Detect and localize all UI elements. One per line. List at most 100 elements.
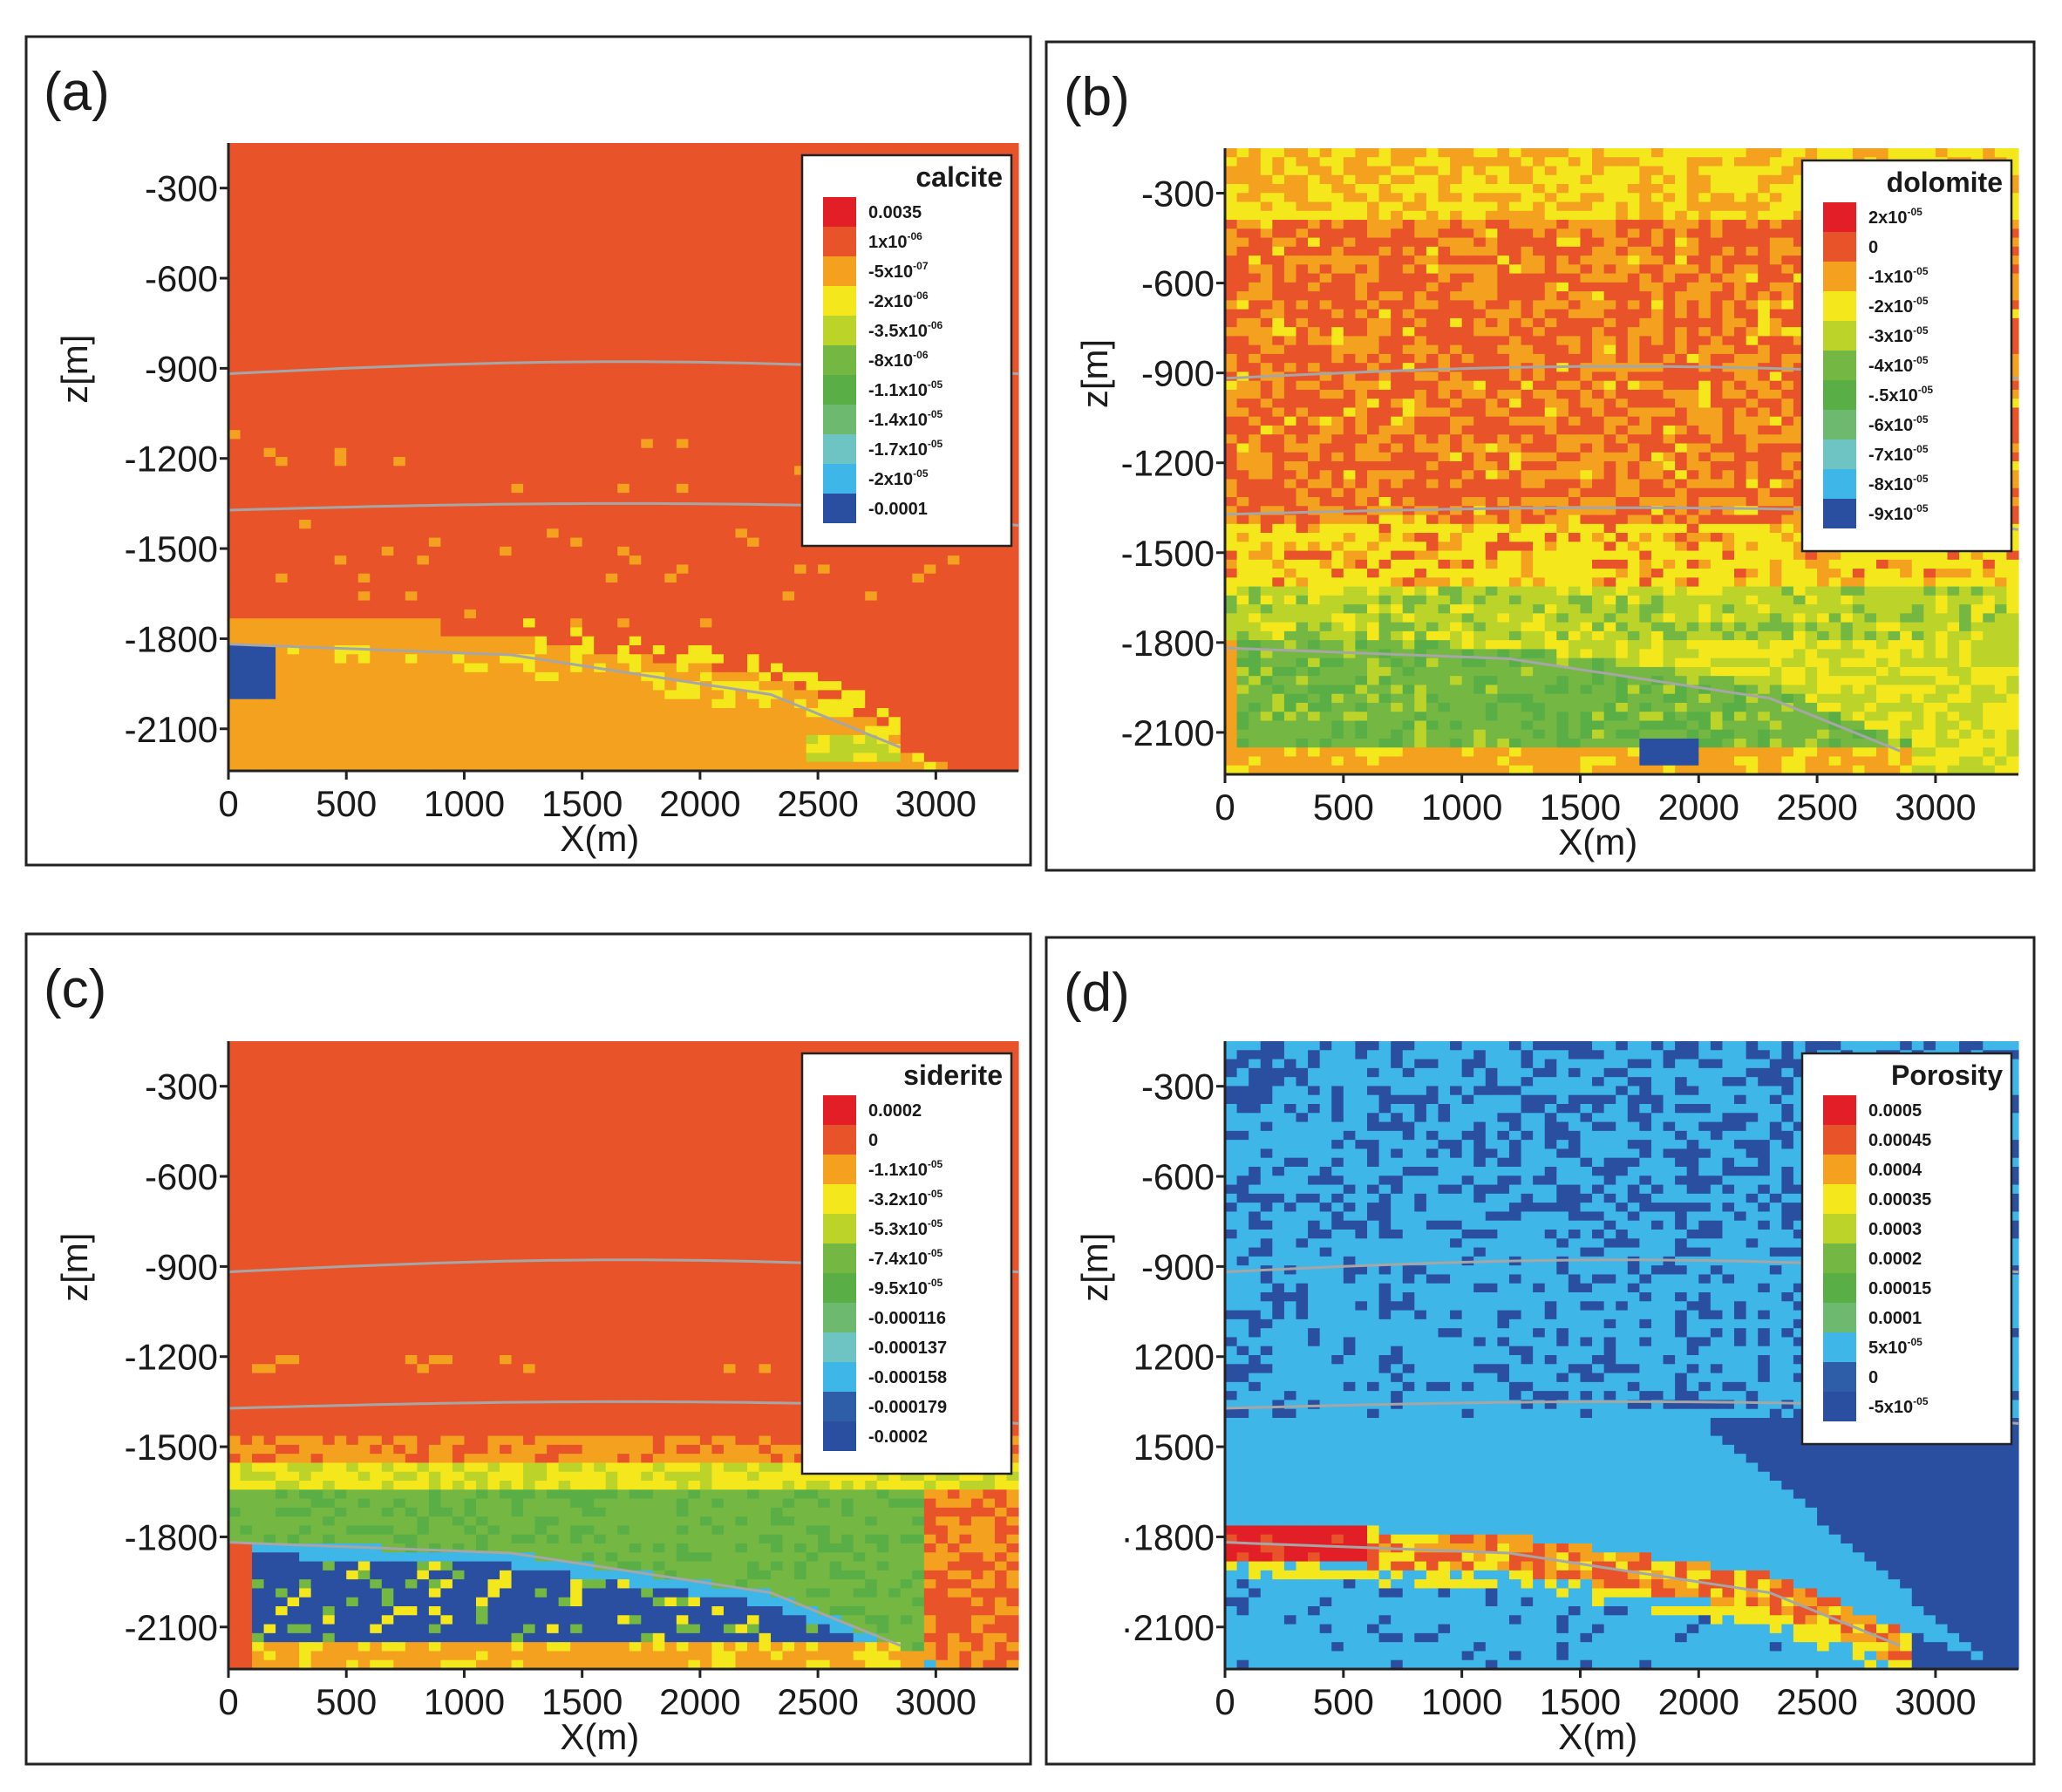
heatmap-cell xyxy=(605,708,618,718)
heatmap-cell xyxy=(652,232,665,242)
heatmap-cell xyxy=(240,439,253,449)
heatmap-cell xyxy=(417,483,430,494)
heatmap-cell xyxy=(723,160,737,171)
heatmap-cell xyxy=(1438,157,1451,167)
heatmap-cell xyxy=(370,340,383,351)
heatmap-cell xyxy=(440,349,453,359)
heatmap-cell xyxy=(487,609,500,619)
heatmap-cell xyxy=(287,466,300,476)
heatmap-cell xyxy=(357,734,371,745)
heatmap-cell xyxy=(723,564,737,575)
heatmap-cell xyxy=(381,358,394,368)
heatmap-cell xyxy=(523,169,536,180)
heatmap-cell xyxy=(664,439,677,449)
heatmap-cell xyxy=(746,663,760,673)
heatmap-cell xyxy=(782,304,795,315)
heatmap-cell xyxy=(605,555,618,566)
heatmap-cell xyxy=(688,671,701,682)
heatmap-cell xyxy=(534,439,548,449)
heatmap-cell xyxy=(746,510,760,521)
heatmap-cell xyxy=(452,466,466,476)
heatmap-cell xyxy=(346,698,359,709)
heatmap-cell xyxy=(652,430,665,440)
heatmap-cell xyxy=(534,573,548,583)
heatmap-cell xyxy=(970,698,984,709)
heatmap-cell xyxy=(888,671,902,682)
heatmap-cell xyxy=(711,483,725,494)
heatmap-cell xyxy=(936,573,949,583)
heatmap-cell xyxy=(676,259,689,269)
heatmap-cell xyxy=(771,215,784,225)
heatmap-cell xyxy=(428,412,441,422)
heatmap-cell xyxy=(782,215,795,225)
heatmap-cell xyxy=(346,537,359,548)
heatmap-cell xyxy=(711,627,725,637)
heatmap-cell xyxy=(570,179,583,189)
heatmap-cell xyxy=(487,143,500,153)
heatmap-cell xyxy=(310,690,323,700)
heatmap-cell xyxy=(806,564,819,575)
heatmap-cell xyxy=(617,143,630,153)
heatmap-cell xyxy=(664,726,677,736)
heatmap-cell xyxy=(534,555,548,566)
heatmap-cell xyxy=(794,187,807,198)
heatmap-cell xyxy=(547,698,560,709)
heatmap-cell xyxy=(334,654,347,664)
heatmap-cell xyxy=(381,385,394,395)
heatmap-cell xyxy=(263,573,276,583)
heatmap-cell xyxy=(782,681,795,692)
heatmap-cell xyxy=(688,313,701,324)
heatmap-cell xyxy=(547,295,560,305)
heatmap-cell xyxy=(759,457,772,467)
heatmap-cell xyxy=(641,367,654,378)
heatmap-cell xyxy=(688,681,701,692)
heatmap-cell xyxy=(511,349,524,359)
heatmap-cell xyxy=(276,269,289,278)
heatmap-cell xyxy=(228,609,242,619)
heatmap-cell xyxy=(287,223,300,234)
heatmap-cell xyxy=(475,520,489,529)
heatmap-cell xyxy=(323,367,336,378)
heatmap-cell xyxy=(346,250,359,261)
heatmap-cell xyxy=(983,636,996,646)
heatmap-cell xyxy=(605,573,618,583)
heatmap-cell xyxy=(936,627,949,637)
heatmap-cell xyxy=(853,734,866,745)
heatmap-cell xyxy=(641,232,654,242)
heatmap-cell xyxy=(417,206,430,215)
heatmap-cell xyxy=(641,242,654,252)
heatmap-cell xyxy=(310,744,323,754)
heatmap-cell xyxy=(428,223,441,234)
heatmap-cell xyxy=(570,295,583,305)
heatmap-cell xyxy=(558,761,571,772)
heatmap-cell xyxy=(558,466,571,476)
heatmap-cell xyxy=(794,206,807,215)
heatmap-cell xyxy=(428,726,441,736)
heatmap-cell xyxy=(853,645,866,655)
heatmap-cell xyxy=(570,753,583,763)
heatmap-cell xyxy=(252,520,265,529)
heatmap-cell xyxy=(1686,157,1699,167)
heatmap-cell xyxy=(641,196,654,207)
heatmap-cell xyxy=(759,196,772,207)
heatmap-cell xyxy=(594,717,607,727)
heatmap-cell xyxy=(676,385,689,395)
heatmap-cell xyxy=(1781,148,1794,158)
heatmap-cell xyxy=(970,618,984,629)
heatmap-cell xyxy=(228,331,242,341)
heatmap-cell xyxy=(452,690,466,700)
heatmap-cell xyxy=(699,322,713,332)
heatmap-cell xyxy=(440,447,453,458)
heatmap-cell xyxy=(440,420,453,431)
heatmap-cell xyxy=(547,681,560,692)
heatmap-cell xyxy=(475,447,489,458)
heatmap-cell xyxy=(428,179,441,189)
heatmap-cell xyxy=(735,313,748,324)
heatmap-cell xyxy=(1006,169,1019,180)
heatmap-cell xyxy=(629,412,642,422)
heatmap-cell xyxy=(759,510,772,521)
heatmap-cell xyxy=(794,430,807,440)
heatmap-cell xyxy=(310,564,323,575)
heatmap-cell xyxy=(240,600,253,610)
heatmap-cell xyxy=(381,671,394,682)
